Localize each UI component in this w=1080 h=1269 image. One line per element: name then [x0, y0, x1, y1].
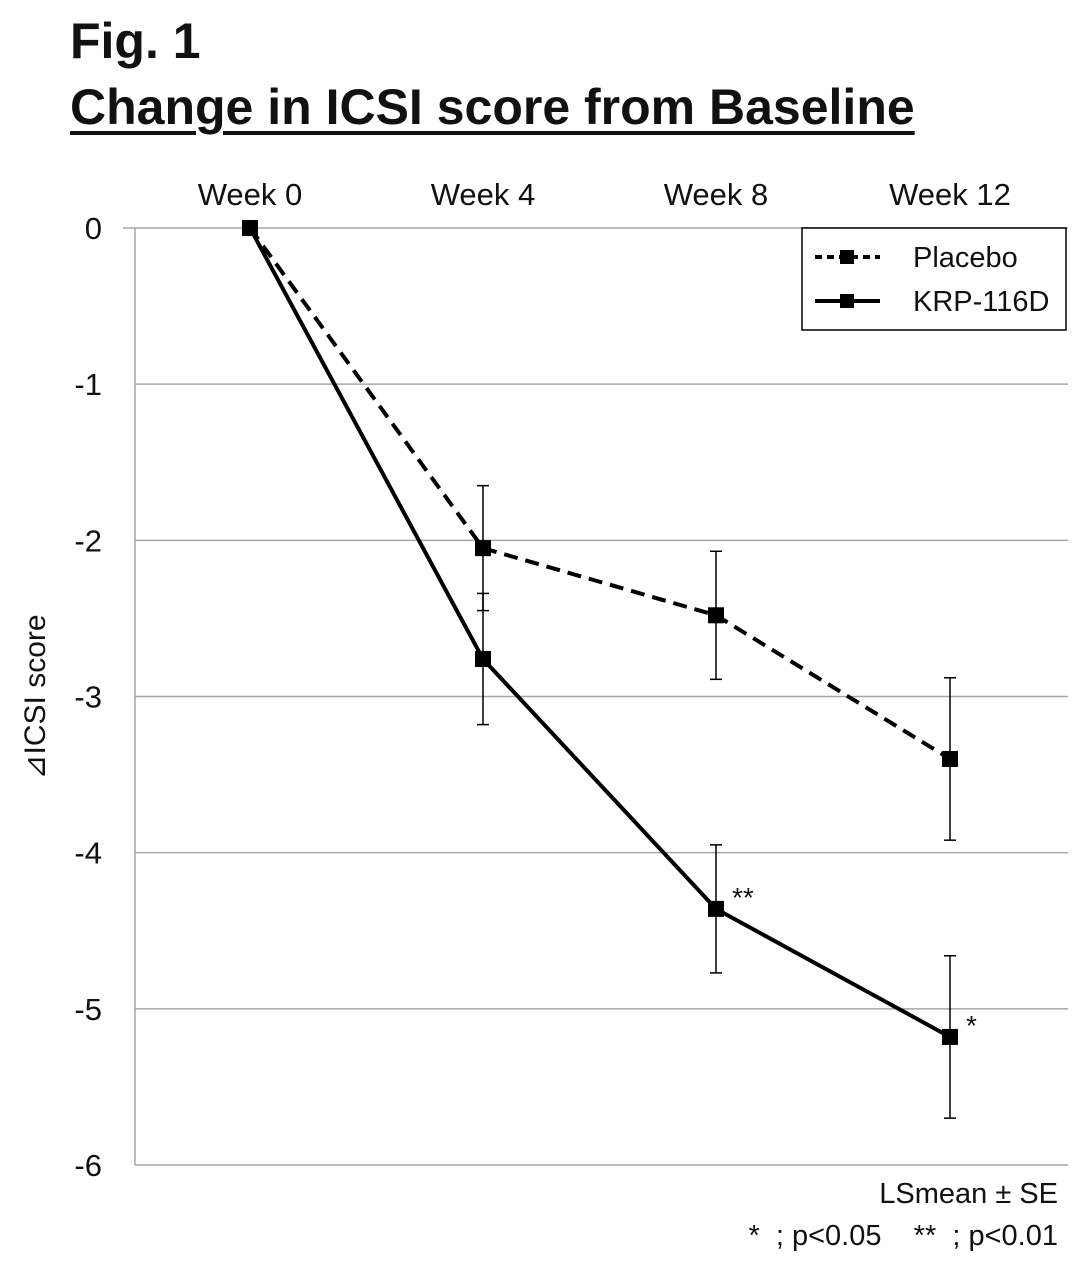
significance-note: * ; p<0.05 ** ; p<0.01 — [748, 1220, 1058, 1252]
data-point — [708, 607, 724, 624]
y-tick-label: -6 — [74, 1148, 102, 1183]
y-axis-label: ⊿ICSI score — [19, 614, 52, 779]
legend-entry-label: Placebo — [913, 242, 1018, 274]
significance-marker: * — [966, 1010, 977, 1041]
data-point — [942, 750, 958, 767]
series-krp-116d: *** — [242, 220, 977, 1119]
chart-title: Change in ICSI score from Baseline — [70, 79, 915, 135]
axes — [123, 227, 136, 1165]
series-line — [248, 226, 952, 761]
series-group: *** — [242, 220, 977, 1119]
legend-box — [801, 227, 1067, 331]
stat-note: LSmean ± SE — [879, 1178, 1058, 1210]
legend: Placebo KRP-116D — [801, 227, 1067, 331]
legend-entry-label: KRP-116D — [913, 286, 1049, 318]
x-tick-label: Week 12 — [889, 177, 1011, 212]
figure-label: Fig. 1 — [70, 13, 201, 69]
x-tick-label: Week 8 — [664, 177, 769, 212]
y-tick-labels: 0 -1 -2 -3 -4 -5 -6 — [74, 211, 102, 1183]
y-tick-label: -1 — [74, 367, 102, 402]
data-point — [942, 1028, 958, 1045]
data-point — [242, 220, 258, 236]
y-tick-label: -3 — [74, 680, 102, 715]
y-tick-label: -4 — [74, 836, 102, 871]
y-tick-label: -5 — [74, 992, 102, 1027]
legend-marker — [840, 294, 854, 308]
significance-marker: ** — [732, 882, 754, 913]
series-line — [248, 227, 951, 1039]
x-tick-labels: Week 0 Week 4 Week 8 Week 12 — [198, 177, 1011, 212]
gridlines — [135, 227, 1068, 1166]
y-tick-label: -2 — [74, 523, 102, 558]
x-tick-label: Week 0 — [198, 177, 303, 212]
x-tick-label: Week 4 — [431, 177, 536, 212]
data-point — [708, 900, 724, 917]
data-point — [475, 651, 491, 668]
y-tick-label: 0 — [85, 211, 102, 246]
legend-marker — [840, 250, 854, 264]
data-point — [475, 540, 491, 557]
